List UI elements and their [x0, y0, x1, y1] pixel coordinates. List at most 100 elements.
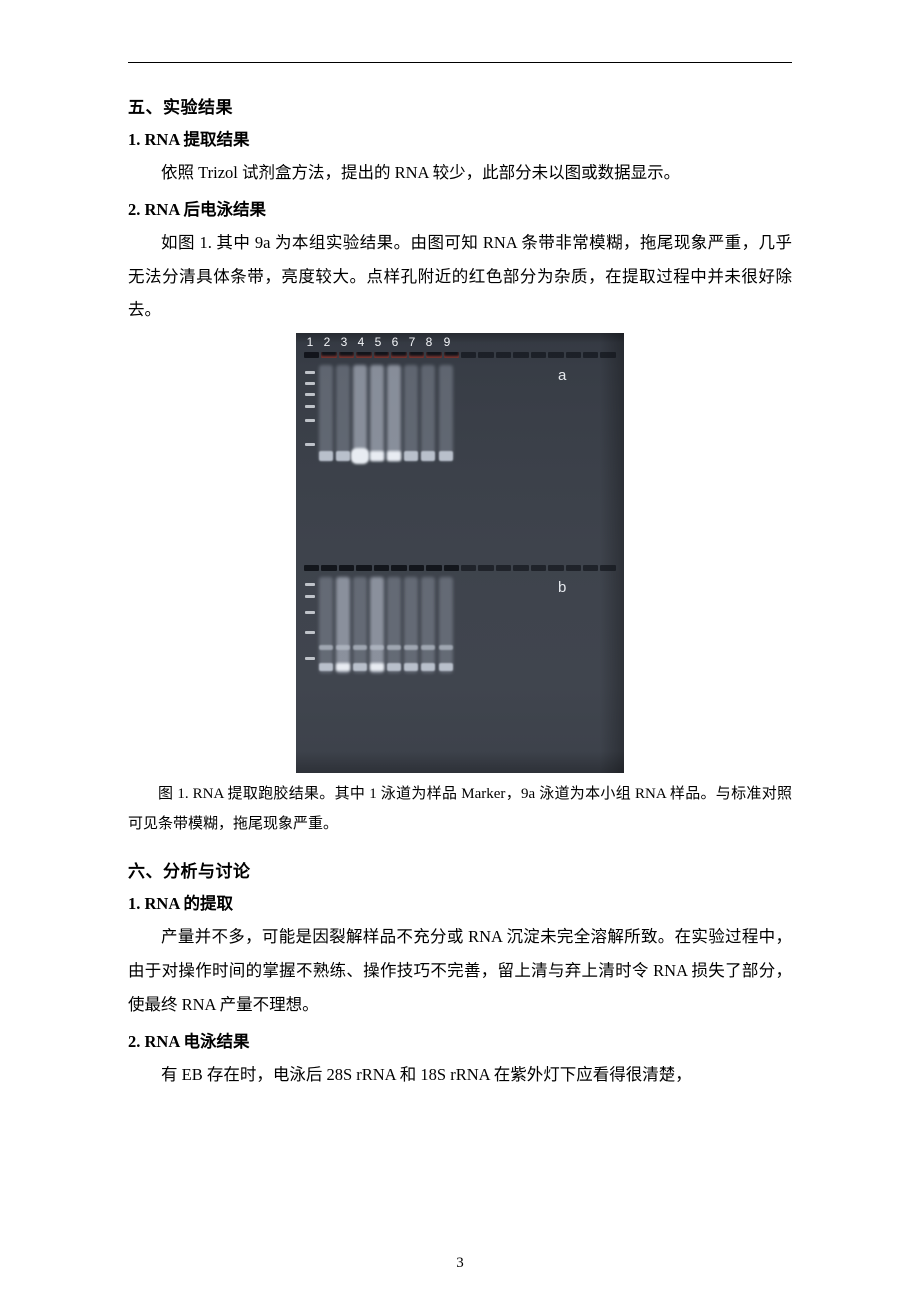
lane-band — [319, 451, 333, 461]
well — [304, 352, 319, 358]
header-rule — [128, 62, 792, 63]
lane-band — [336, 663, 350, 671]
lane-number: 5 — [372, 335, 384, 349]
well — [321, 352, 336, 358]
well — [583, 565, 598, 571]
lane-band — [319, 645, 333, 650]
lane-band — [387, 645, 401, 650]
lane-band — [421, 451, 435, 461]
lane-band — [336, 645, 350, 650]
well — [391, 352, 406, 358]
well — [496, 565, 511, 571]
lane-number: 1 — [304, 335, 316, 349]
well — [409, 352, 424, 358]
well — [356, 352, 371, 358]
lane-smear — [353, 577, 367, 673]
section-5-title: 五、实验结果 — [128, 93, 792, 118]
section-6-title: 六、分析与讨论 — [128, 857, 792, 882]
lane-band — [404, 451, 418, 461]
lane-smear — [404, 365, 418, 461]
lane-smear — [421, 365, 435, 461]
well — [426, 565, 441, 571]
well — [531, 352, 546, 358]
lane-band — [370, 663, 384, 671]
well — [374, 565, 389, 571]
well — [548, 352, 563, 358]
section-5-2-para: 如图 1. 其中 9a 为本组实验结果。由图可知 RNA 条带非常模糊，拖尾现象… — [128, 226, 792, 327]
well — [391, 565, 406, 571]
figure-1-caption: 图 1. RNA 提取跑胶结果。其中 1 泳道为样品 Marker，9a 泳道为… — [128, 779, 792, 839]
panel-label: a — [558, 367, 566, 384]
ladder-band — [305, 657, 315, 660]
lane-number: 9 — [441, 335, 453, 349]
well — [339, 565, 354, 571]
lane-number: 4 — [355, 335, 367, 349]
well-row — [304, 352, 616, 358]
gel-image: 123456789ab — [296, 333, 624, 773]
ladder-band — [305, 382, 315, 385]
lane-band — [387, 451, 401, 461]
well — [409, 565, 424, 571]
lane-smear — [319, 365, 333, 461]
well — [444, 565, 459, 571]
lane-band — [404, 645, 418, 650]
ladder-band — [305, 583, 315, 586]
lane-band — [439, 451, 453, 461]
lane-smear — [421, 577, 435, 673]
lane-number: 8 — [423, 335, 435, 349]
ladder-band — [305, 595, 315, 598]
well — [513, 352, 528, 358]
lane-number: 2 — [321, 335, 333, 349]
lane-smear — [370, 577, 384, 673]
section-6-1-para: 产量并不多，可能是因裂解样品不充分或 RNA 沉淀未完全溶解所致。在实验过程中，… — [128, 920, 792, 1021]
figure-1: 123456789ab — [128, 333, 792, 773]
well — [566, 352, 581, 358]
gel-shadow-bottom — [296, 751, 624, 773]
lane-smear — [370, 365, 384, 461]
well — [426, 352, 441, 358]
lane-band — [336, 451, 350, 461]
well-row — [304, 565, 616, 571]
page: 五、实验结果 1. RNA 提取结果 依照 Trizol 试剂盒方法，提出的 R… — [0, 0, 920, 1302]
lane-smear — [439, 365, 453, 461]
gel-shadow-right — [600, 333, 624, 773]
lane-band — [439, 645, 453, 650]
ladder-band — [305, 371, 315, 374]
section-6-1-title: 1. RNA 的提取 — [128, 890, 792, 914]
well — [583, 352, 598, 358]
well — [461, 565, 476, 571]
ladder-band — [305, 419, 315, 422]
well — [444, 352, 459, 358]
lane-band — [421, 645, 435, 650]
lane-smear — [319, 577, 333, 673]
lane-smear — [404, 577, 418, 673]
lane-band — [319, 663, 333, 671]
lane-number: 3 — [338, 335, 350, 349]
lane-smear — [336, 577, 350, 673]
lane-band — [370, 645, 384, 650]
section-5-2-title: 2. RNA 后电泳结果 — [128, 196, 792, 220]
lane-smear — [353, 365, 367, 461]
well — [304, 565, 319, 571]
well — [356, 565, 371, 571]
well — [339, 352, 354, 358]
lane-band — [387, 663, 401, 671]
lane-band — [353, 663, 367, 671]
ladder-band — [305, 393, 315, 396]
well — [566, 565, 581, 571]
lane-smear — [336, 365, 350, 461]
ladder-band — [305, 631, 315, 634]
lane-smear — [387, 577, 401, 673]
section-6-2-title: 2. RNA 电泳结果 — [128, 1028, 792, 1052]
well — [600, 352, 615, 358]
well — [478, 352, 493, 358]
panel-label: b — [558, 579, 566, 596]
well — [548, 565, 563, 571]
lane-smear — [387, 365, 401, 461]
lane-smear — [439, 577, 453, 673]
lane-number: 6 — [389, 335, 401, 349]
lane-band — [439, 663, 453, 671]
section-5-1-para: 依照 Trizol 试剂盒方法，提出的 RNA 较少，此部分未以图或数据显示。 — [128, 156, 792, 190]
well — [496, 352, 511, 358]
lane-band — [421, 663, 435, 671]
